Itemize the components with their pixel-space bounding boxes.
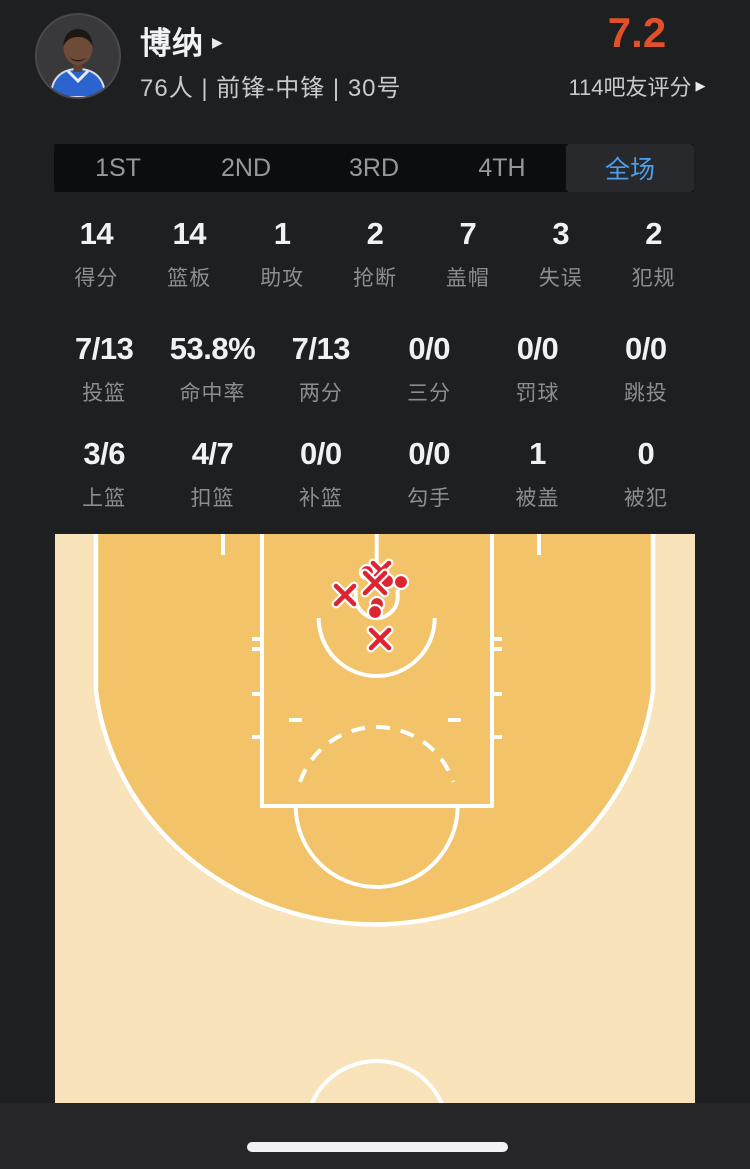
stat-label: 补篮	[298, 487, 343, 510]
stat-label: 罚球	[515, 382, 560, 405]
stat-cell: 0 被犯	[592, 434, 700, 512]
stat-value: 0/0	[625, 331, 667, 366]
free-throw-circle-solid	[293, 805, 460, 889]
tab-3RD[interactable]: 3RD	[348, 153, 399, 182]
stat-value: 4/7	[191, 436, 234, 471]
stat-value: 0/0	[408, 331, 450, 366]
stat-cell: 0/0 补篮	[267, 434, 375, 512]
quarter-tabbar: 1ST 2ND 3RD 4TH 全场	[54, 144, 694, 192]
made-shot-marker	[366, 603, 384, 621]
stat-label: 两分	[298, 382, 343, 405]
missed-shot-marker	[362, 570, 388, 596]
stat-cell: 7/13 两分	[267, 329, 375, 407]
stat-label: 上篮	[82, 487, 127, 510]
three-point-line	[93, 534, 656, 927]
stat-cell: 7/13 投篮	[50, 329, 158, 407]
stat-value: 0/0	[516, 331, 559, 366]
stat-cell: 3/6 上篮	[50, 434, 158, 512]
stat-cell: 2 抢断	[329, 214, 422, 292]
player-name-row[interactable]: 博纳 ▶	[140, 18, 223, 63]
stat-value: 0/0	[408, 436, 450, 471]
tab-1ST[interactable]: 1ST	[95, 153, 141, 182]
missed-shot-marker	[333, 583, 357, 607]
stat-label: 助攻	[260, 267, 305, 290]
court-inside-arc	[96, 534, 653, 925]
stat-value: 2	[645, 216, 662, 251]
stat-value: 7/13	[291, 331, 351, 366]
stats-row-1: 7/13 投篮 53.8% 命中率 7/13 两分 0/0 三分 0/0 罚球 0/0 跳投	[50, 329, 700, 407]
stat-label: 投篮	[82, 382, 127, 405]
stat-cell: 0/0 勾手	[375, 434, 483, 512]
shot-markers	[331, 558, 410, 653]
stat-value: 14	[79, 216, 114, 251]
baseline-hash-marks	[221, 534, 541, 555]
stat-cell: 14 篮板	[143, 214, 236, 292]
shot-chart-court	[55, 534, 695, 1103]
stat-value: 7	[459, 216, 477, 251]
lane-lines	[260, 534, 494, 808]
player-team-position: 76人 | 前锋-中锋 | 30号	[140, 75, 402, 102]
stat-cell: 0/0 三分	[375, 329, 483, 407]
rating-value: 7.2	[607, 9, 667, 56]
stat-label: 扣篮	[190, 487, 235, 510]
stat-cell: 1 助攻	[236, 214, 329, 292]
stat-value: 53.8%	[169, 331, 256, 366]
stat-cell: 53.8% 命中率	[158, 329, 266, 407]
tab-2ND[interactable]: 2ND	[220, 153, 271, 182]
stat-value: 3/6	[83, 436, 125, 471]
stat-value: 3	[552, 216, 570, 251]
rating-source: 114吧友评分	[568, 75, 692, 100]
shot-chart	[55, 534, 695, 1103]
stats-row-0: 14 得分 14 篮板 1 助攻 2 抢断 7 盖帽 3 失误 2 犯规	[50, 214, 700, 292]
stat-cell: 3 失误	[514, 214, 607, 292]
stat-value: 7/13	[74, 331, 134, 366]
stat-label: 犯规	[631, 267, 676, 290]
stat-value: 1	[529, 436, 546, 471]
stat-cell: 14 得分	[50, 214, 143, 292]
player-photo	[37, 15, 119, 97]
missed-shot-marker	[368, 627, 392, 651]
name-chevron-icon: ▶	[212, 34, 223, 50]
stat-label: 勾手	[407, 487, 452, 510]
rating-chevron-icon: ▶	[695, 78, 706, 93]
stat-cell: 0/0 跳投	[592, 329, 700, 407]
stat-cell: 1 被盖	[483, 434, 591, 512]
stats-row-2: 3/6 上篮 4/7 扣篮 0/0 补篮 0/0 勾手 1 被盖 0 被犯	[50, 434, 700, 512]
stat-value: 1	[273, 216, 291, 251]
made-shot-marker	[392, 573, 410, 591]
stat-cell: 4/7 扣篮	[158, 434, 266, 512]
stat-cell: 7 盖帽	[421, 214, 514, 292]
lane-hash-marks	[252, 637, 502, 739]
bottom-bar	[0, 1103, 750, 1169]
stat-value: 0/0	[300, 436, 342, 471]
center-circle	[309, 1059, 444, 1103]
stat-label: 命中率	[179, 382, 246, 405]
stat-value: 0	[637, 436, 655, 471]
tab-4TH[interactable]: 4TH	[478, 153, 526, 182]
stat-label: 被盖	[515, 487, 560, 510]
home-indicator[interactable]	[247, 1142, 508, 1152]
stat-label: 失误	[538, 267, 583, 290]
stat-label: 得分	[74, 267, 119, 290]
stat-label: 篮板	[167, 267, 212, 290]
stat-cell: 0/0 罚球	[483, 329, 591, 407]
free-throw-circle-dashed	[298, 725, 456, 783]
rating-block[interactable]: 7.2 114吧友评分 ▶	[524, 10, 750, 102]
stat-cell: 2 犯规	[607, 214, 700, 292]
tab-全场[interactable]: 全场	[566, 144, 694, 192]
stat-label: 抢断	[352, 267, 397, 290]
stat-value: 2	[366, 216, 384, 251]
player-name: 博纳	[140, 26, 204, 61]
stat-label: 被犯	[623, 487, 668, 510]
close-range-arc	[316, 617, 437, 678]
stat-label: 跳投	[623, 382, 668, 405]
stat-label: 三分	[407, 382, 452, 405]
player-avatar[interactable]	[35, 13, 121, 99]
stat-label: 盖帽	[445, 267, 490, 290]
stat-value: 14	[172, 216, 207, 251]
